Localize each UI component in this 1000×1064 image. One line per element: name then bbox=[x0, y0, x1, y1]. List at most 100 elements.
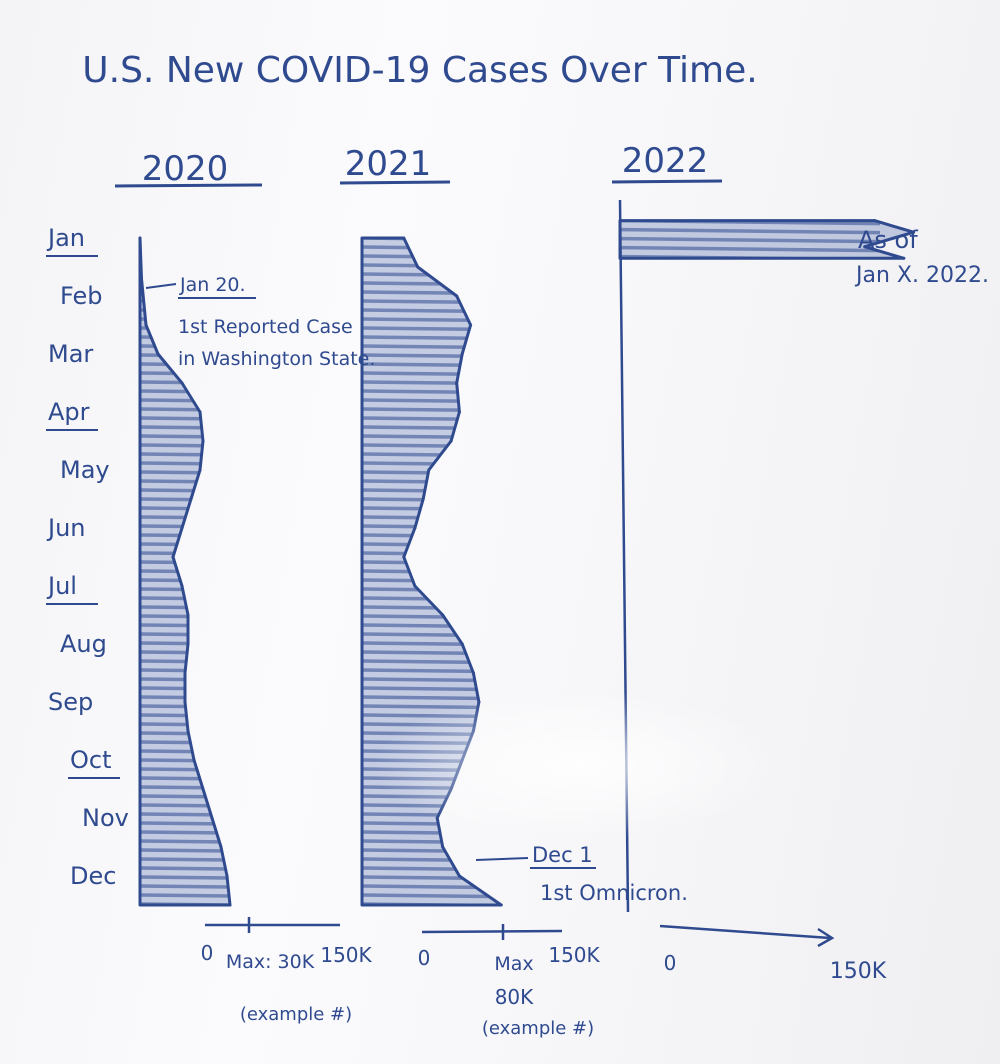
data-point-2021-6 bbox=[457, 410, 461, 414]
x-tick-label: 0 bbox=[201, 941, 214, 965]
x-axis-2022: 0 150K bbox=[659, 924, 887, 984]
data-point-2020-6 bbox=[201, 439, 205, 443]
annotation-line: Jan X. 2022. bbox=[854, 263, 989, 288]
data-point-2022-2 bbox=[892, 236, 896, 240]
annotation-line: in Washington State. bbox=[178, 348, 375, 370]
max-value-label: 80K bbox=[495, 985, 534, 1009]
max-note: (example #) bbox=[240, 1004, 352, 1025]
data-point-2020-18 bbox=[201, 787, 205, 791]
max-label: Max: 30K bbox=[226, 951, 315, 973]
data-point-2020-19 bbox=[210, 816, 214, 820]
data-point-2020-22 bbox=[228, 903, 232, 907]
data-point-2021-11 bbox=[402, 555, 406, 559]
data-point-2022-3 bbox=[863, 245, 867, 249]
month-label: Sep bbox=[48, 688, 93, 716]
data-point-2021-2 bbox=[455, 294, 459, 298]
month-label: Dec bbox=[70, 862, 116, 890]
data-point-2021-23 bbox=[499, 903, 503, 907]
data-point-2020-12 bbox=[186, 613, 190, 617]
data-point-2021-17 bbox=[471, 729, 475, 733]
data-point-2021-5 bbox=[455, 381, 459, 385]
data-point-2021-21 bbox=[441, 845, 445, 849]
data-point-2020-10 bbox=[171, 555, 175, 559]
annotation-2022-as-of: As of Jan X. 2022. bbox=[854, 226, 989, 288]
data-point-2020-16 bbox=[186, 729, 190, 733]
panel-title-underline-2020 bbox=[114, 183, 263, 188]
data-point-2020-2 bbox=[144, 323, 148, 327]
data-point-2022-1 bbox=[912, 230, 916, 234]
month-label: Aug bbox=[60, 630, 107, 658]
month-label: Feb bbox=[60, 282, 103, 310]
x-tick-label: 150K bbox=[320, 943, 372, 967]
time-axis-2022 bbox=[618, 199, 630, 913]
x-axis-2021: 0 150K Max 80K (example #) bbox=[418, 924, 601, 1039]
data-point-2022-4 bbox=[902, 256, 906, 260]
data-point-2021-4 bbox=[460, 352, 464, 356]
panel-2022 bbox=[618, 199, 916, 913]
x-tick-label: 0 bbox=[664, 951, 677, 975]
data-point-2020-3 bbox=[156, 352, 160, 356]
data-point-2020-8 bbox=[189, 497, 193, 501]
data-point-2020-14 bbox=[183, 671, 187, 675]
series-hatch-2022 bbox=[620, 220, 881, 259]
data-point-2021-16 bbox=[477, 700, 481, 704]
data-point-2020-7 bbox=[198, 468, 202, 472]
max-label: Max bbox=[494, 953, 533, 975]
data-point-2020-21 bbox=[225, 874, 229, 878]
max-note: (example #) bbox=[482, 1018, 594, 1039]
data-point-2021-10 bbox=[413, 526, 417, 530]
data-point-2021-1 bbox=[416, 265, 420, 269]
data-point-2021-15 bbox=[471, 671, 475, 675]
data-point-2020-4 bbox=[180, 381, 184, 385]
month-label: Jan bbox=[46, 224, 85, 252]
x-tick-label: 150K bbox=[548, 943, 600, 967]
panel-title-2020: 2020 bbox=[142, 149, 229, 189]
annotation-2020-first-case: Jan 20. 1st Reported Case in Washington … bbox=[145, 274, 375, 370]
annotation-line: 1st Omnicron. bbox=[540, 881, 688, 905]
data-point-2021-3 bbox=[469, 323, 473, 327]
chart-title: U.S. New COVID-19 Cases Over Time. bbox=[82, 50, 757, 91]
data-point-2021-12 bbox=[413, 584, 417, 588]
data-point-2022-0 bbox=[873, 219, 876, 223]
data-point-2020-15 bbox=[183, 700, 187, 704]
data-point-2020-17 bbox=[192, 758, 196, 762]
data-point-2020-5 bbox=[198, 410, 202, 414]
annotation-line: As of bbox=[858, 226, 918, 254]
x-axis-2020: 0 150K Max: 30K (example #) bbox=[201, 917, 373, 1025]
data-point-2021-14 bbox=[460, 642, 464, 646]
panel-title-underline-2021 bbox=[339, 180, 451, 185]
x-tick-label: 150K bbox=[830, 959, 887, 984]
data-point-2020-9 bbox=[180, 526, 184, 530]
data-point-2020-0 bbox=[138, 236, 142, 240]
data-point-2021-19 bbox=[449, 787, 453, 791]
x-tick-label: 0 bbox=[418, 946, 431, 970]
data-point-2021-18 bbox=[460, 758, 464, 762]
month-label: Jun bbox=[46, 514, 86, 542]
month-label: Nov bbox=[82, 804, 129, 832]
data-point-2020-11 bbox=[180, 584, 184, 588]
data-point-2021-13 bbox=[441, 613, 445, 617]
month-label: Jul bbox=[46, 572, 77, 600]
month-label: Apr bbox=[48, 398, 90, 426]
panel-title-2021: 2021 bbox=[345, 144, 432, 184]
axis-arrow-icon bbox=[817, 927, 835, 948]
series-hatch-2021 bbox=[362, 238, 502, 905]
month-label: May bbox=[60, 456, 110, 484]
month-label: Oct bbox=[70, 746, 112, 774]
data-point-2021-9 bbox=[421, 497, 425, 501]
annotation-line: 1st Reported Case bbox=[178, 316, 353, 338]
data-point-2021-7 bbox=[449, 439, 453, 443]
data-point-2020-20 bbox=[219, 845, 223, 849]
data-point-2021-22 bbox=[457, 874, 461, 878]
data-point-2021-20 bbox=[435, 816, 439, 820]
month-label: Mar bbox=[48, 340, 93, 368]
panel-title-2022: 2022 bbox=[622, 141, 709, 181]
data-point-2020-13 bbox=[186, 642, 190, 646]
annotation-line: Jan 20. bbox=[179, 274, 246, 296]
data-point-2020-1 bbox=[140, 277, 143, 281]
annotation-2021-omicron: Dec 1 1st Omnicron. bbox=[475, 843, 688, 905]
panel-2021 bbox=[360, 236, 503, 907]
data-point-2021-0 bbox=[402, 236, 406, 240]
annotation-line: Dec 1 bbox=[532, 843, 593, 867]
